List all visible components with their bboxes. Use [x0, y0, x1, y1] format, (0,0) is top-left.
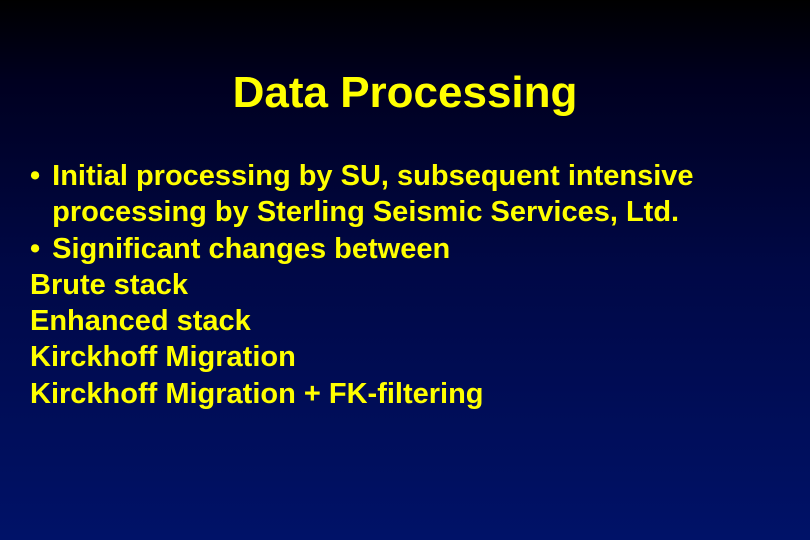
- list-item: Kirckhoff Migration + FK-filtering: [30, 376, 780, 412]
- slide-title: Data Processing: [0, 0, 810, 158]
- bullet-text: Significant changes between: [52, 231, 450, 267]
- bullet-text: Initial processing by SU, subsequent int…: [52, 158, 780, 231]
- list-item: Kirckhoff Migration: [30, 339, 780, 375]
- slide-content: • Initial processing by SU, subsequent i…: [0, 158, 810, 412]
- bullet-icon: •: [30, 158, 40, 194]
- slide: Data Processing • Initial processing by …: [0, 0, 810, 540]
- bullet-icon: •: [30, 231, 40, 267]
- bullet-item: • Significant changes between: [30, 231, 780, 267]
- list-item: Enhanced stack: [30, 303, 780, 339]
- bullet-item: • Initial processing by SU, subsequent i…: [30, 158, 780, 231]
- list-item: Brute stack: [30, 267, 780, 303]
